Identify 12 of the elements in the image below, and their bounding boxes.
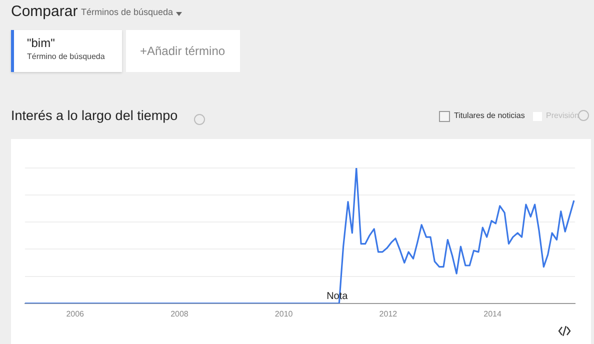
chart-title: Interés a lo largo del tiempo xyxy=(11,108,178,123)
text: Titulares de noticias xyxy=(454,111,525,120)
x-tick-label: 2006 xyxy=(66,309,85,318)
text: "bim" xyxy=(27,36,55,50)
x-tick-label: 2014 xyxy=(484,309,502,318)
x-tick-label: 2010 xyxy=(274,309,294,318)
text: Términos de búsqueda xyxy=(81,7,174,17)
text: Comparar xyxy=(11,3,78,20)
text: +Añadir término xyxy=(140,44,226,58)
text: Término de búsqueda xyxy=(27,52,105,61)
x-tick-label: 2012 xyxy=(379,309,398,318)
x-tick-label: 2008 xyxy=(170,309,189,318)
